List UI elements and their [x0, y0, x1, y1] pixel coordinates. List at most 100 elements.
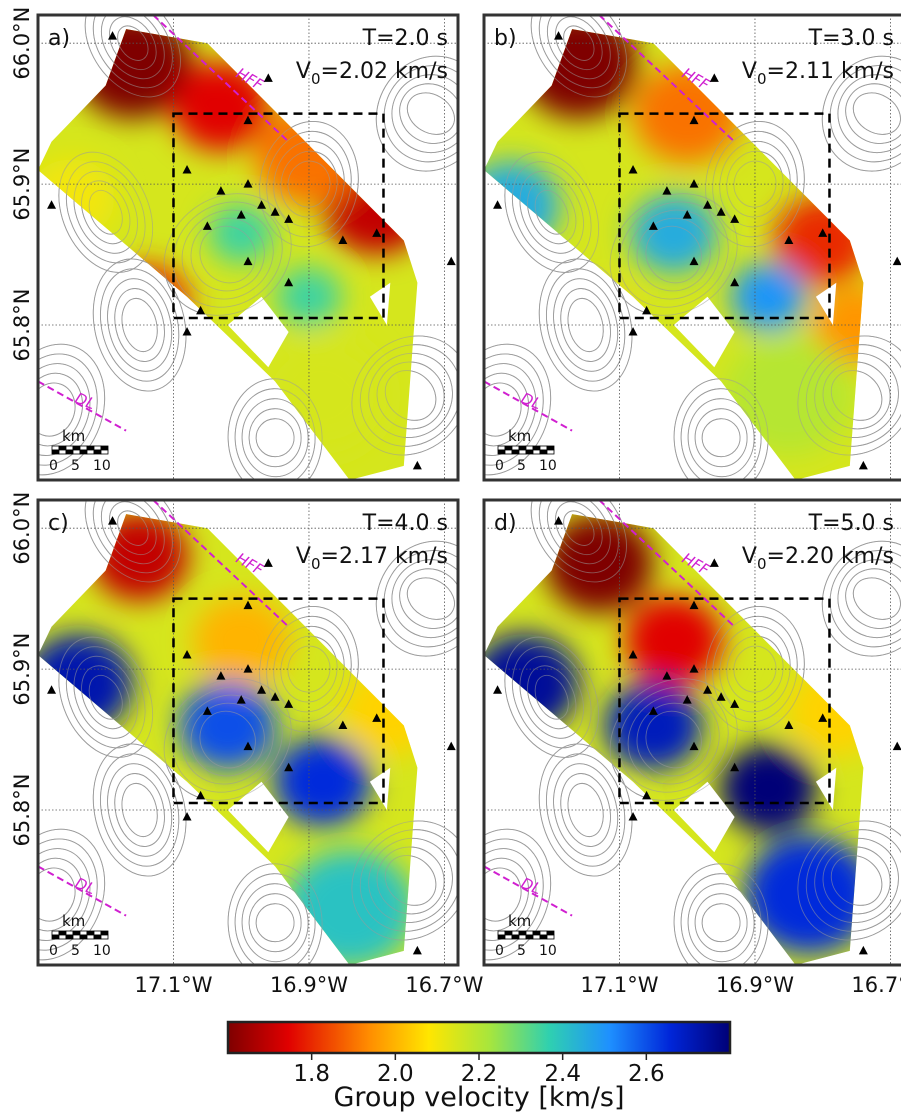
velocity-field [38, 514, 418, 965]
reference-velocity-label: V0=2.17 km/s [296, 544, 448, 573]
seismic-station [642, 305, 652, 315]
seismic-station [784, 235, 794, 244]
seismic-station [554, 516, 564, 525]
scale-label: 10 [93, 458, 111, 474]
velocity-anomaly [813, 285, 864, 365]
seismic-station [338, 235, 348, 244]
scale-label: 0 [49, 458, 58, 474]
colorbar-gradient [226, 1020, 732, 1055]
seismic-station [284, 762, 294, 772]
scale-label: 10 [539, 458, 557, 474]
study-area-box [172, 597, 385, 805]
seismic-station [216, 186, 226, 195]
coverage-hole [673, 296, 735, 368]
topography-contours [484, 15, 901, 480]
colorbar-tick-label: 1.8 [293, 1061, 330, 1087]
dl-fault-line [484, 865, 573, 917]
seismic-station [243, 741, 253, 751]
latitude-tick-label: 66.0°N [10, 492, 34, 565]
panel-label: c) [48, 511, 69, 536]
velocity-anomaly [787, 666, 864, 756]
coverage-hole [815, 767, 837, 810]
period-label: T=3.0 s [808, 26, 894, 51]
velocity-anomaly [484, 160, 560, 250]
panel-frame [36, 498, 460, 967]
seismic-station [628, 327, 638, 336]
scale-label: 5 [517, 943, 526, 959]
velocity-anomaly [276, 267, 342, 327]
velocity-anomaly [744, 835, 864, 954]
seismic-station [689, 256, 699, 266]
seismic-station [284, 277, 294, 287]
longitude-tick-label: 17.1°W [134, 973, 212, 997]
velocity-anomaly [723, 336, 854, 455]
colorbar-ticks: 1.8 2.0 2.2 2.4 2.6 [293, 1053, 665, 1087]
latitude-tick-label: 65.8°N [10, 289, 34, 362]
velocity-anomaly [284, 849, 415, 965]
seismic-station [493, 200, 503, 209]
colorbar-tick-label: 2.0 [377, 1061, 414, 1087]
seismic-station [730, 699, 740, 708]
seismic-station [628, 812, 638, 821]
seismic-station [47, 200, 57, 209]
dl-fault-line [38, 380, 127, 432]
seismic-station [243, 115, 253, 125]
seismic-station [858, 460, 868, 470]
seismic-station [730, 277, 740, 287]
velocity-anomaly [719, 744, 818, 834]
topography-contours [484, 500, 901, 965]
seismic-station [716, 207, 726, 216]
scale-unit: km [508, 912, 531, 930]
longitude-tick-label: 16.9°W [270, 973, 348, 997]
scale-label: 0 [49, 943, 58, 959]
seismic-station [628, 165, 638, 174]
dl-fault-line [484, 380, 573, 432]
scale-unit: km [508, 427, 531, 445]
scale-bar: km0 5 10 [49, 912, 111, 959]
scale-bar: km0 5 10 [495, 427, 557, 474]
velocity-anomaly [341, 666, 418, 756]
seismic-station [108, 31, 118, 40]
colorbar-tick-label: 2.6 [628, 1061, 665, 1087]
period-label: T=5.0 s [808, 511, 894, 536]
topography-contours [38, 15, 458, 480]
scale-unit: km [62, 912, 85, 930]
seismic-station [689, 115, 699, 125]
latitude-tick-label: 65.9°N [10, 148, 34, 221]
velocity-anomaly [38, 158, 116, 238]
scale-label: 5 [517, 458, 526, 474]
coverage-hole [673, 781, 735, 853]
seismic-station [372, 228, 382, 237]
velocity-anomaly [172, 62, 270, 151]
seismic-station [662, 186, 672, 195]
scale-label: 0 [495, 458, 504, 474]
coverage-hole [369, 767, 391, 810]
seismic-station [263, 558, 273, 567]
velocity-anomaly [519, 29, 639, 119]
seismic-station [818, 713, 828, 722]
colorbar-label: Group velocity [km/s] [333, 1082, 624, 1113]
scale-bar: km0 5 10 [49, 427, 111, 474]
velocity-anomaly [273, 737, 372, 827]
reference-velocity-label: V0=2.11 km/s [742, 59, 894, 88]
seismic-station [257, 200, 267, 209]
seismic-station [784, 720, 794, 729]
seismic-station [236, 210, 246, 219]
dl-label: DL [519, 874, 544, 898]
seismic-station [628, 650, 638, 659]
seismic-station [716, 692, 726, 701]
seismic-station [689, 600, 699, 610]
scale-label: 10 [93, 943, 111, 959]
hff-fault-line [598, 15, 736, 143]
seismic-station [284, 214, 294, 223]
seismic-station [554, 31, 564, 40]
hff-fault-line [598, 500, 736, 628]
seismic-station [703, 685, 713, 694]
seismic-station [642, 790, 652, 800]
seismic-station [662, 671, 672, 680]
panel-frame [482, 498, 901, 967]
hff-fault-line [152, 500, 290, 628]
seismic-station [730, 214, 740, 223]
